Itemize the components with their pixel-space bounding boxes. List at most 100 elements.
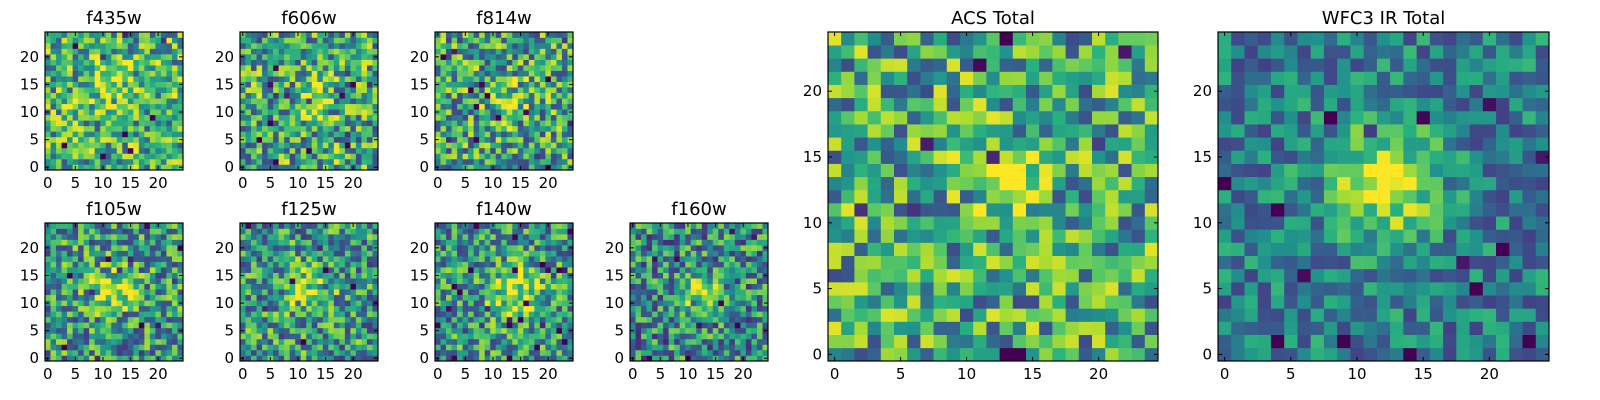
heatmap-cell	[457, 120, 463, 127]
heatmap-cell	[295, 81, 302, 88]
heatmap-cell	[317, 87, 324, 94]
heatmap-cell	[663, 300, 669, 307]
heatmap-cell	[317, 98, 324, 105]
heatmap-cell	[72, 92, 79, 99]
heatmap-cell	[78, 54, 84, 60]
heatmap-cell	[534, 294, 541, 301]
heatmap-cell	[451, 239, 458, 246]
heatmap-cell	[663, 239, 669, 246]
heatmap-cell	[484, 250, 491, 257]
heatmap-cell	[355, 256, 362, 262]
heatmap-cell	[446, 120, 452, 127]
heatmap-cell	[333, 37, 340, 44]
heatmap-cell	[251, 147, 257, 154]
heatmap-cell	[907, 268, 921, 283]
heatmap-cell	[641, 322, 647, 329]
heatmap-cell	[685, 272, 692, 279]
heatmap-cell	[435, 65, 441, 71]
heatmap-cell	[245, 76, 252, 82]
heatmap-cell	[756, 261, 763, 268]
heatmap-cell	[473, 355, 480, 362]
heatmap-cell	[567, 267, 574, 273]
heatmap-cell	[361, 289, 368, 296]
heatmap-cell	[457, 103, 463, 110]
heatmap-cell	[545, 81, 552, 88]
heatmap-cell	[317, 48, 324, 55]
heatmap-cell	[446, 103, 452, 110]
heatmap-cell	[262, 92, 268, 99]
heatmap-cell	[457, 316, 463, 323]
heatmap-cell	[116, 250, 123, 257]
heatmap-cell	[89, 234, 95, 240]
heatmap-cell	[462, 103, 469, 110]
heatmap-cell	[322, 250, 329, 257]
heatmap-cell	[880, 347, 895, 362]
heatmap-cell	[50, 103, 57, 110]
heatmap-cell	[295, 239, 302, 246]
heatmap-cell	[440, 120, 447, 127]
heatmap-cell	[1012, 308, 1027, 322]
heatmap-cell	[550, 223, 557, 229]
heatmap-cell	[155, 234, 162, 240]
heatmap-cell	[171, 228, 178, 235]
heatmap-cell	[50, 65, 57, 71]
heatmap-cell	[339, 98, 346, 105]
heatmap-cell	[556, 92, 563, 99]
heatmap-cell	[245, 43, 252, 49]
heatmap-cell	[50, 322, 57, 329]
heatmap-cell	[94, 228, 101, 235]
heatmap-cell	[556, 261, 563, 268]
heatmap-cell	[473, 65, 480, 71]
heatmap-cell	[122, 272, 129, 279]
heatmap-cell	[289, 136, 296, 143]
heatmap-cell	[517, 142, 524, 149]
heatmap-cell	[490, 283, 497, 290]
heatmap-cell	[960, 334, 974, 349]
heatmap-cell	[56, 43, 62, 49]
heatmap-cell	[300, 311, 307, 318]
heatmap-cell	[72, 245, 79, 251]
heatmap-cell	[166, 48, 173, 55]
heatmap-cell	[278, 316, 285, 323]
heatmap-cell	[116, 267, 123, 273]
heatmap-cell	[473, 76, 480, 82]
heatmap-cell	[300, 289, 307, 296]
heatmap-cell	[322, 54, 329, 60]
heatmap-cell	[679, 300, 686, 307]
y-tick-label: 20	[215, 48, 234, 66]
heatmap-cell	[56, 59, 62, 66]
heatmap-cell	[674, 338, 680, 345]
heatmap-cell	[289, 261, 296, 268]
heatmap-cell	[556, 239, 563, 246]
heatmap-cell	[83, 114, 90, 121]
heatmap-cell	[361, 344, 368, 351]
heatmap-cell	[89, 81, 95, 88]
heatmap-cell	[663, 322, 669, 329]
heatmap-cell	[122, 223, 129, 229]
heatmap-cell	[506, 43, 513, 49]
panel-title: ACS Total	[951, 8, 1035, 29]
heatmap-cell	[306, 327, 313, 334]
heatmap-cell	[256, 349, 263, 356]
heatmap-cell	[685, 239, 692, 246]
heatmap-cell	[484, 272, 491, 279]
heatmap-cell	[446, 147, 452, 154]
heatmap-cell	[435, 283, 441, 290]
heatmap-cell	[240, 59, 246, 66]
heatmap-cell	[245, 333, 252, 340]
heatmap-cell	[105, 48, 112, 55]
heatmap-cell	[273, 245, 279, 251]
heatmap-cell	[171, 76, 178, 82]
heatmap-cell	[490, 48, 497, 55]
heatmap-cell	[561, 245, 568, 251]
heatmap-cell	[328, 338, 335, 345]
heatmap-cell	[273, 103, 279, 110]
heatmap-cell	[495, 344, 502, 351]
heatmap-cell	[355, 131, 362, 138]
heatmap-cell	[295, 228, 302, 235]
heatmap-cell	[734, 234, 741, 240]
heatmap-cell	[745, 239, 752, 246]
heatmap-cell	[652, 261, 658, 268]
heatmap-cell	[322, 109, 329, 116]
heatmap-cell	[506, 245, 513, 251]
